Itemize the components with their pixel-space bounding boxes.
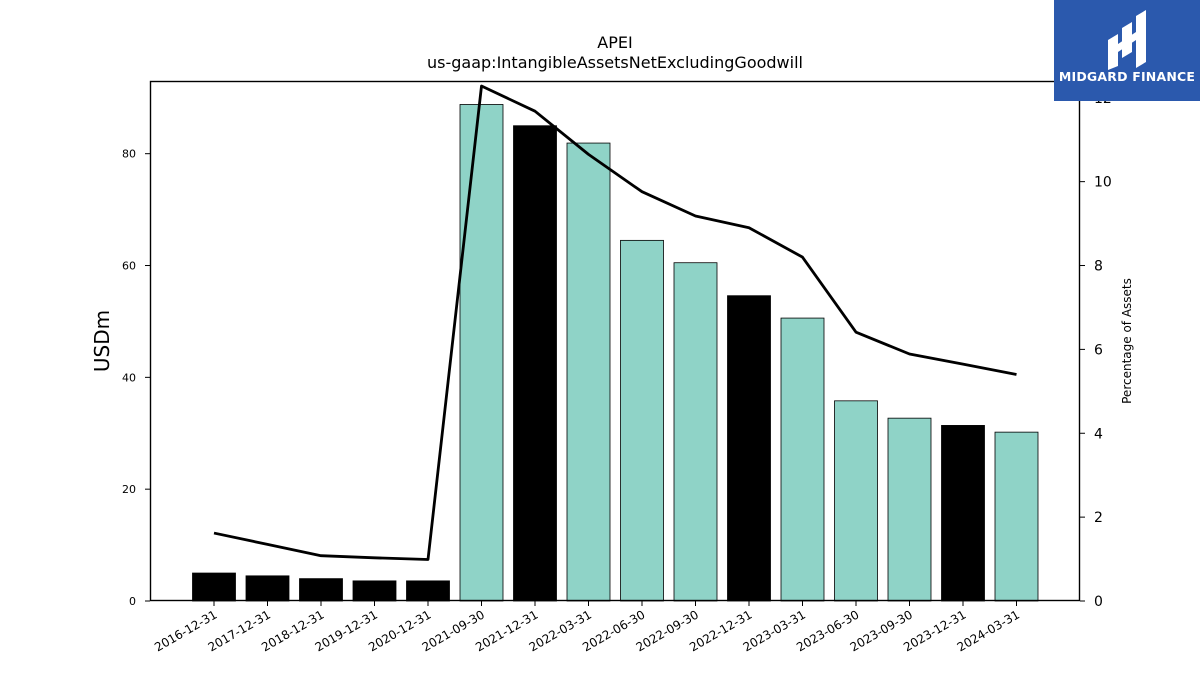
y2-tick-label: 10 [1094, 175, 1112, 191]
brand-logo: MIDGARD FINANCE [1054, 0, 1200, 101]
line-percentage-of-assets [213, 84, 1017, 561]
bar-2022-12-31 [727, 295, 771, 602]
line-series [213, 84, 1017, 561]
bar-2016-12-31 [192, 572, 236, 602]
y-tick-label: 20 [122, 483, 136, 496]
y-axis-right: 024681012 [1080, 91, 1112, 610]
y-tick-label: 0 [129, 595, 136, 608]
midgard-logo-icon [1108, 10, 1146, 70]
bar-2024-03-31 [994, 431, 1039, 602]
chart-subtitle: us-gaap:IntangibleAssetsNetExcludingGood… [427, 53, 803, 72]
bar-2022-06-30 [620, 239, 664, 602]
bar-2022-09-30 [673, 262, 718, 602]
y-tick-label: 60 [122, 260, 136, 273]
bar-2018-12-31 [299, 578, 343, 602]
bar-2022-03-31 [566, 142, 611, 602]
bar-2019-12-31 [352, 580, 397, 602]
y-axis-left: 0 20 40 60 80 [122, 148, 150, 608]
bar-series [192, 104, 1039, 602]
y2-tick-label: 8 [1094, 259, 1103, 275]
bar-2021-12-31 [513, 125, 557, 602]
x-axis: 2016-12-312017-12-312018-12-312019-12-31… [152, 601, 1022, 654]
y2-tick-label: 0 [1094, 594, 1103, 610]
bar-2021-09-30 [459, 104, 504, 602]
bar-2017-12-31 [245, 575, 290, 602]
y2-tick-label: 6 [1094, 342, 1103, 358]
bar-2023-03-31 [780, 317, 825, 602]
y-tick-label: 40 [122, 371, 136, 384]
bar-2023-09-30 [887, 417, 932, 602]
plot-frame [149, 80, 1081, 602]
y2-tick-label: 4 [1094, 426, 1103, 442]
y2-axis-label: Percentage of Assets [1120, 278, 1134, 404]
y-tick-label: 80 [122, 148, 136, 161]
y2-tick-label: 2 [1094, 510, 1103, 526]
bar-2023-06-30 [834, 400, 878, 602]
logo-text: MIDGARD FINANCE [1058, 69, 1196, 84]
bar-2020-12-31 [406, 580, 450, 602]
chart-title: APEI [597, 33, 632, 52]
bar-2023-12-31 [941, 425, 985, 602]
y-axis-label: USDm [90, 310, 114, 372]
